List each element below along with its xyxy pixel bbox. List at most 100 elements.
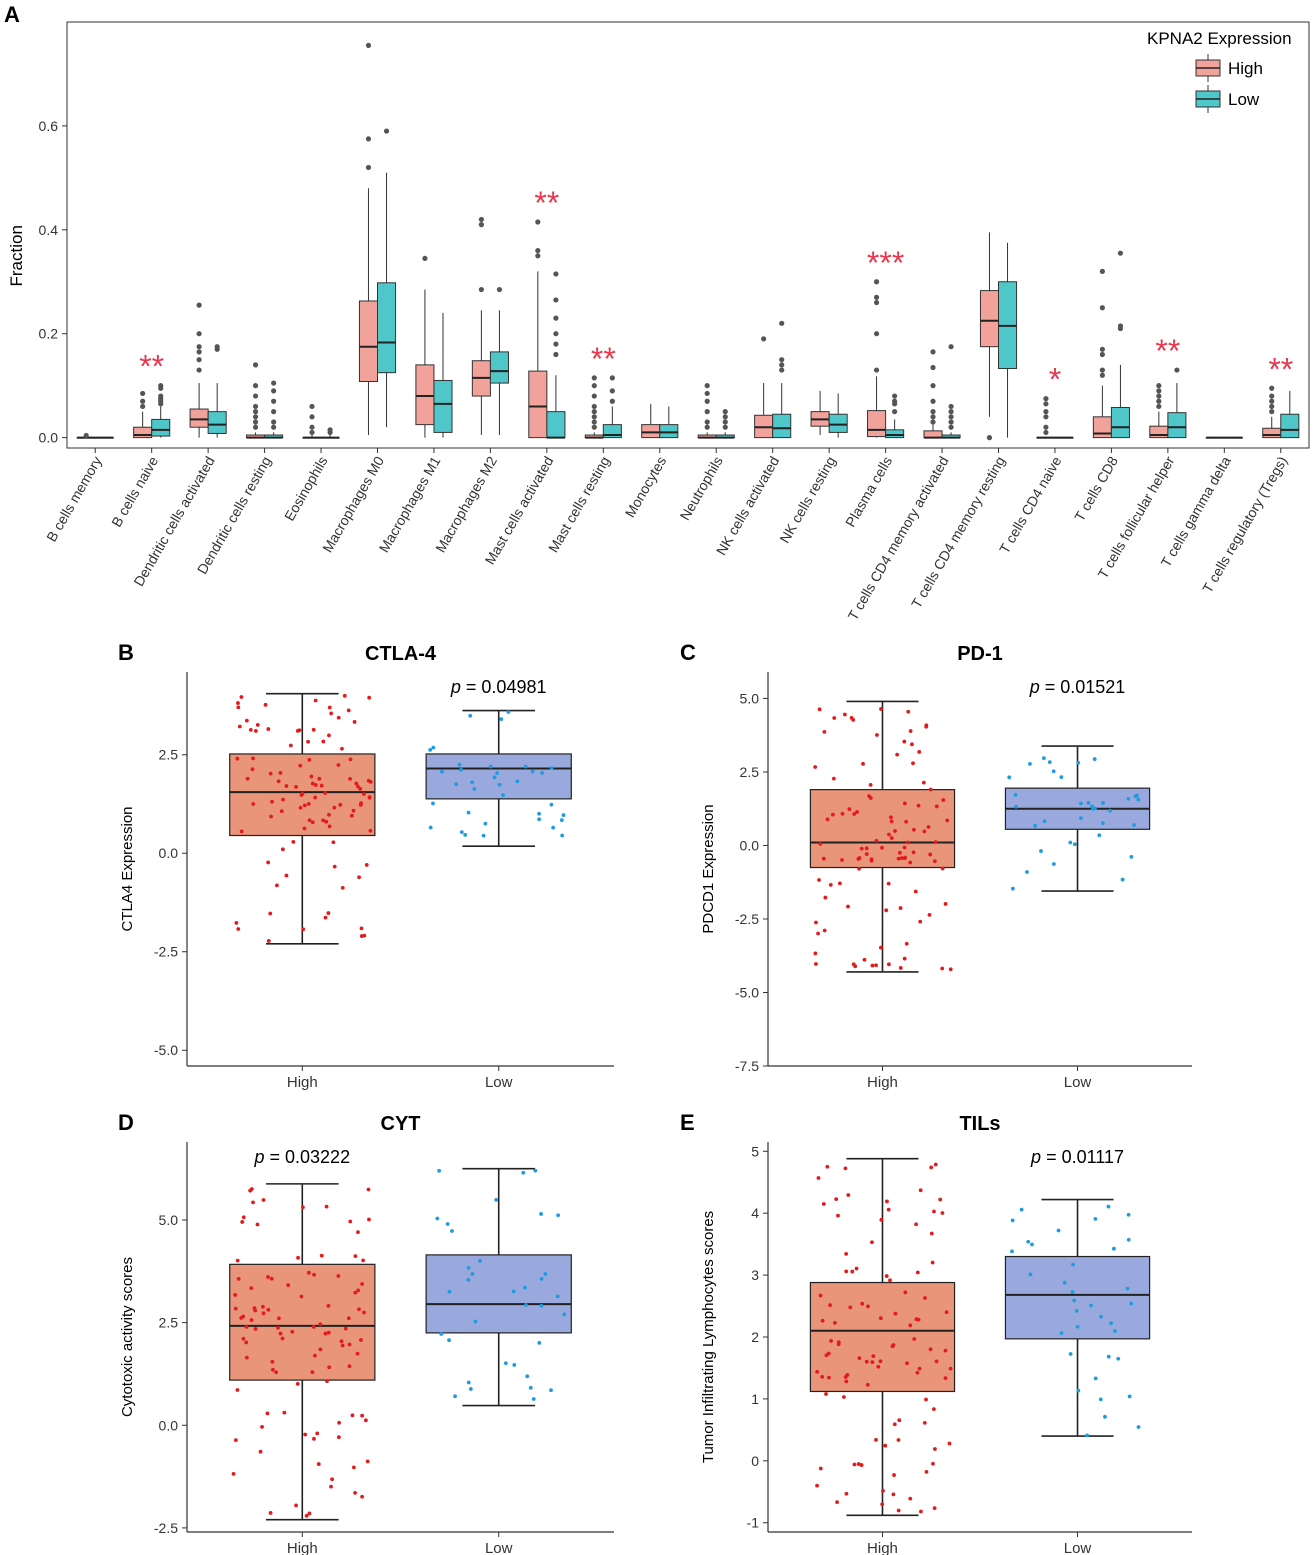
sample-point (240, 1220, 245, 1224)
sample-point (347, 1342, 352, 1347)
y-tick-label: 2.5 (159, 1315, 179, 1331)
sample-point (266, 1307, 271, 1312)
sample-point (1097, 833, 1102, 838)
sample-point (1133, 794, 1138, 799)
outlier-point (591, 409, 597, 415)
sample-point (311, 727, 316, 732)
outlier-point (873, 331, 880, 337)
sample-point (501, 793, 506, 798)
sample-point (324, 1204, 329, 1209)
x-tick-label: Monocytes (622, 454, 670, 521)
sample-point (253, 1327, 258, 1331)
box-high (809, 1281, 956, 1393)
sample-point (524, 1303, 528, 1307)
sample-point (934, 804, 939, 809)
outlier-point (252, 403, 259, 410)
outlier-point (365, 164, 372, 171)
sample-point (881, 1488, 885, 1493)
x-tick-label: Macrophages M2 (432, 453, 500, 555)
sample-point (1126, 796, 1131, 801)
sample-point (244, 1324, 249, 1329)
sample-point (266, 1275, 270, 1279)
box-low (885, 429, 905, 439)
sample-point (871, 1354, 876, 1359)
sample-point (354, 781, 359, 786)
sample-point (934, 1359, 939, 1364)
sample-point (886, 962, 891, 967)
sample-point (310, 781, 315, 786)
x-tick-label: Macrophages M1 (376, 453, 444, 555)
sample-point (908, 729, 913, 733)
sample-point (428, 825, 433, 830)
sample-point (313, 795, 318, 800)
sample-point (298, 805, 303, 810)
x-tick-label: Low (1064, 1074, 1092, 1091)
sample-point (867, 794, 871, 799)
sample-point (336, 1274, 341, 1278)
box-high (641, 424, 661, 439)
sample-point (1120, 877, 1125, 882)
sample-point (241, 1336, 246, 1341)
box-low (151, 418, 171, 437)
outlier-point (930, 409, 936, 415)
legend-label-low: Low (1228, 90, 1260, 109)
sample-point (843, 1166, 848, 1171)
sample-point (813, 951, 818, 956)
sample-point (944, 1310, 949, 1315)
sample-point (928, 1347, 933, 1352)
sample-point (278, 1331, 283, 1336)
sample-point (1074, 1308, 1079, 1313)
sample-point (1093, 1376, 1098, 1381)
outlier-point (1269, 385, 1275, 391)
sample-point (468, 1387, 473, 1391)
sample-point (1030, 1242, 1034, 1247)
sample-point (1042, 819, 1047, 824)
sample-point (822, 730, 827, 734)
sample-point (859, 1463, 864, 1467)
outlier-point (196, 349, 202, 355)
sample-point (250, 767, 255, 772)
box-high (867, 410, 887, 438)
y-tick-label: 5.0 (740, 690, 760, 706)
sample-point (918, 919, 923, 924)
sample-point (327, 824, 332, 829)
sample-point (886, 1207, 891, 1212)
outlier-point (704, 409, 710, 415)
sample-point (930, 1260, 935, 1265)
sample-point (919, 1509, 923, 1514)
outlier-point (196, 344, 202, 350)
outlier-point (873, 299, 880, 306)
sample-point (499, 717, 504, 722)
x-tick-label: Plasma cells (842, 454, 895, 530)
sample-point (351, 1465, 356, 1470)
sample-point (1112, 1246, 1116, 1251)
sample-point (875, 733, 879, 737)
sample-point (263, 702, 268, 707)
sample-point (258, 1449, 263, 1454)
x-tick-label: B cells naive (108, 453, 161, 529)
outlier-point (609, 375, 615, 381)
sample-point (495, 771, 500, 775)
sample-point (347, 1364, 352, 1369)
sample-point (842, 1395, 846, 1399)
sample-point (902, 956, 907, 961)
y-tick-label: -2.5 (154, 1520, 178, 1536)
sample-point (903, 1290, 908, 1295)
sample-point (261, 1304, 265, 1309)
y-axis-label: Cytotoxic activity scores (119, 1257, 136, 1417)
p-symbol: p (1030, 1147, 1041, 1167)
sample-point (824, 1392, 828, 1396)
sample-point (889, 836, 894, 840)
sample-point (866, 1304, 870, 1309)
x-tick-label: Eosinophils (281, 454, 331, 524)
sample-point (887, 832, 891, 837)
outlier-point (948, 424, 954, 430)
y-tick-label: -5.0 (735, 984, 759, 1000)
sample-point (1019, 1207, 1024, 1212)
sample-point (312, 1353, 317, 1358)
sample-point (851, 962, 856, 967)
sample-point (823, 895, 828, 900)
outlier-point (704, 398, 710, 404)
sample-point (326, 911, 331, 915)
sample-point (459, 830, 464, 835)
